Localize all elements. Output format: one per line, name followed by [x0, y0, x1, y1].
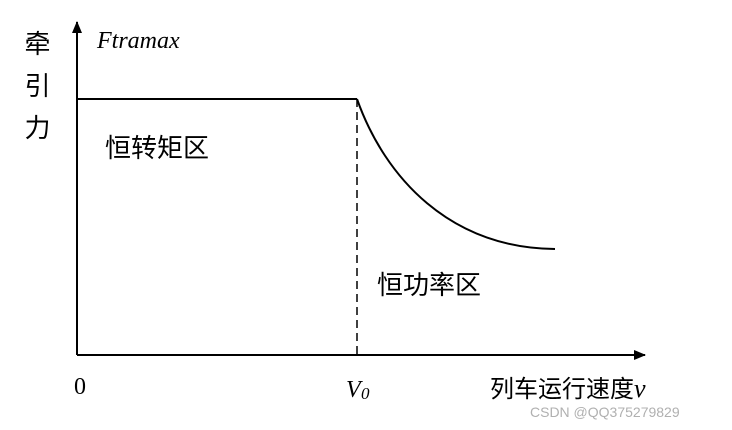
- v0-subscript: 0: [361, 384, 370, 403]
- y-axis-label: 牵引力: [20, 30, 50, 156]
- v0-label: V: [346, 377, 363, 403]
- watermark: CSDN @QQ375279829: [530, 404, 680, 420]
- origin-label: 0: [74, 374, 86, 400]
- constant-torque-label: 恒转矩区: [105, 134, 209, 164]
- constant-power-label: 恒功率区: [377, 271, 481, 301]
- max-traction-label: Ftramax: [96, 28, 180, 54]
- x-axis-variable: v: [634, 374, 646, 403]
- x-axis-label: 列车运行速度: [490, 375, 634, 403]
- power-curve: [356, 98, 556, 250]
